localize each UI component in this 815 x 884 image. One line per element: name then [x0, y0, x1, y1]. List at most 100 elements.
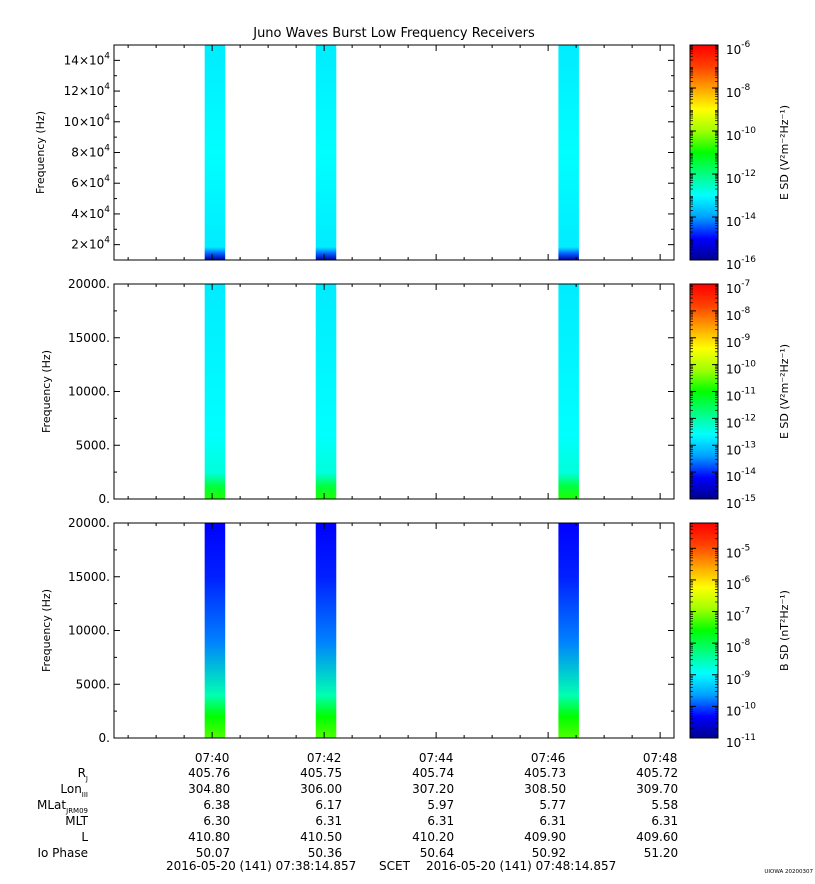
colorbar-tick-mantissa: 10 — [726, 578, 741, 592]
y-tick-label: 10000. — [68, 624, 110, 638]
ephemeris-value: 5.77 — [539, 798, 566, 812]
colorbar-tick-mantissa: 10 — [726, 336, 741, 350]
ephemeris-row-label: RJ — [78, 766, 88, 783]
y-tick-exponent: 4 — [104, 174, 110, 184]
colorbar-tick-mantissa: 10 — [726, 546, 741, 560]
colorbar-tick-label: 10-7 — [726, 607, 750, 624]
burst-block-1 — [204, 523, 226, 738]
colorbar-tick-mantissa: 10 — [726, 43, 741, 57]
burst-block-3 — [558, 523, 579, 738]
ephemeris-value: 405.75 — [300, 766, 342, 780]
plot-frame — [113, 44, 675, 261]
burst-block-2 — [315, 284, 337, 499]
panels: 2×1044×1046×1048×10410×10412×10414×104Fr… — [34, 40, 791, 765]
footer-start-time: 2016-05-20 (141) 07:38:14.857 — [166, 859, 356, 873]
colorbar-tick-exponent: -10 — [741, 126, 756, 136]
y-axis-label: Frequency (Hz) — [40, 589, 53, 672]
plot-frame — [113, 283, 675, 500]
ephemeris-value: 5.97 — [427, 798, 454, 812]
burst-block-1 — [204, 45, 226, 260]
colorbar-tick-mantissa: 10 — [726, 704, 741, 718]
ephemeris-label-text: MLT — [65, 814, 88, 828]
x-tick-label: 07:40 — [195, 751, 230, 765]
colorbar-tick-label: 10-12 — [726, 413, 756, 430]
ephemeris-label-text: R — [78, 766, 86, 780]
colorbar-tick-exponent: -13 — [741, 440, 756, 450]
colorbar-tick-label: 10-9 — [726, 333, 751, 350]
colorbar-tick-exponent: -8 — [741, 638, 750, 648]
y-tick-label: 20000. — [68, 516, 110, 530]
ephemeris-value: 5.58 — [651, 798, 678, 812]
colorbar-tick-exponent: -7 — [741, 279, 750, 289]
colorbar-tick-exponent: -6 — [741, 575, 750, 585]
y-tick-label: 14×104 — [64, 51, 111, 67]
colorbar-tick-exponent: -9 — [741, 333, 750, 343]
colorbar-tick-mantissa: 10 — [726, 86, 741, 100]
y-tick-mantissa: 4×10 — [71, 207, 104, 221]
colorbar-tick-mantissa: 10 — [726, 282, 741, 296]
colorbar-tick-exponent: -8 — [741, 83, 750, 93]
burst-block-3 — [558, 45, 579, 260]
panel-1: 2×1044×1046×1048×10410×10412×10414×104Fr… — [34, 40, 791, 272]
colorbar-tick-exponent: -12 — [741, 413, 756, 423]
colorbar-tick-label: 10-14 — [726, 212, 756, 229]
ephemeris-value: 50.64 — [420, 846, 454, 860]
colorbar-tick-label: 10-15 — [726, 494, 756, 511]
ephemeris-value: 304.80 — [188, 782, 230, 796]
ephemeris-value: 6.31 — [539, 814, 566, 828]
colorbar-tick-mantissa: 10 — [726, 497, 741, 511]
colorbar-tick-exponent: -6 — [741, 40, 750, 50]
ephemeris-value: 6.31 — [427, 814, 454, 828]
colorbar-tick-label: 10-11 — [726, 387, 756, 404]
ephemeris-value: 405.74 — [412, 766, 454, 780]
y-tick-label: 8×104 — [71, 144, 110, 160]
ephemeris-value: 6.38 — [203, 798, 230, 812]
ephemeris-row-label: MLT — [65, 814, 88, 828]
y-axis: 0. 5000. 10000. 15000. 20000. — [68, 277, 674, 506]
footer-credit: UIOWA 20200307 — [764, 869, 813, 875]
ephemeris-value: 6.31 — [651, 814, 678, 828]
colorbar-tick-exponent: -10 — [741, 701, 756, 711]
panel-2: 0. 5000. 10000. 15000. 20000. Frequency (Hz) 1… — [40, 277, 791, 511]
ephemeris-table: RJ 405.76 405.75 405.74 405.73 405.72 LonIII 30… — [37, 766, 678, 860]
colorbar-tick-mantissa: 10 — [726, 470, 741, 484]
colorbar-label: B SD (nT²Hz⁻¹) — [778, 590, 791, 671]
y-tick-mantissa: 12×10 — [64, 84, 105, 98]
colorbar-tick-label: 10-10 — [726, 126, 756, 143]
colorbar-tick-mantissa: 10 — [726, 129, 741, 143]
colorbar-tick-label: 10-13 — [726, 440, 756, 457]
y-tick-mantissa: 10000. — [68, 385, 110, 399]
colorbar-tick-exponent: -12 — [741, 169, 756, 179]
ephemeris-value: 410.80 — [188, 830, 230, 844]
ephemeris-row-label: LonIII — [60, 782, 88, 799]
y-axis-label: Frequency (Hz) — [40, 350, 53, 433]
x-axis — [127, 284, 661, 499]
y-tick-exponent: 4 — [104, 51, 110, 61]
ephemeris-label-subscript: J — [85, 775, 88, 783]
colorbar-tick-exponent: -15 — [741, 494, 756, 504]
colorbar-tick-label: 10-6 — [726, 575, 751, 592]
colorbar-tick-label: 10-16 — [726, 255, 756, 272]
ephemeris-value: 405.73 — [524, 766, 566, 780]
ephemeris-value: 50.36 — [308, 846, 342, 860]
colorbar-tick-label: 10-7 — [726, 279, 750, 296]
colorbar-tick-mantissa: 10 — [726, 309, 741, 323]
ephemeris-value: 308.50 — [524, 782, 566, 796]
y-tick-mantissa: 15000. — [68, 331, 110, 345]
colorbar-scale — [689, 522, 719, 739]
ephemeris-row-label: Io Phase — [37, 846, 88, 860]
ephemeris-value: 50.92 — [532, 846, 566, 860]
burst-block-1 — [204, 284, 226, 499]
colorbar-scale — [689, 44, 719, 261]
figure-title: Juno Waves Burst Low Frequency Receivers — [252, 26, 535, 41]
colorbar-tick-mantissa: 10 — [726, 258, 741, 272]
y-tick-mantissa: 0. — [99, 731, 110, 745]
colorbar-tick-mantissa: 10 — [726, 172, 741, 186]
colorbar-tick-label: 10-11 — [726, 733, 756, 750]
y-tick-label: 20000. — [68, 277, 110, 291]
colorbar-tick-exponent: -11 — [741, 387, 756, 397]
x-tick-label: 07:42 — [307, 751, 342, 765]
